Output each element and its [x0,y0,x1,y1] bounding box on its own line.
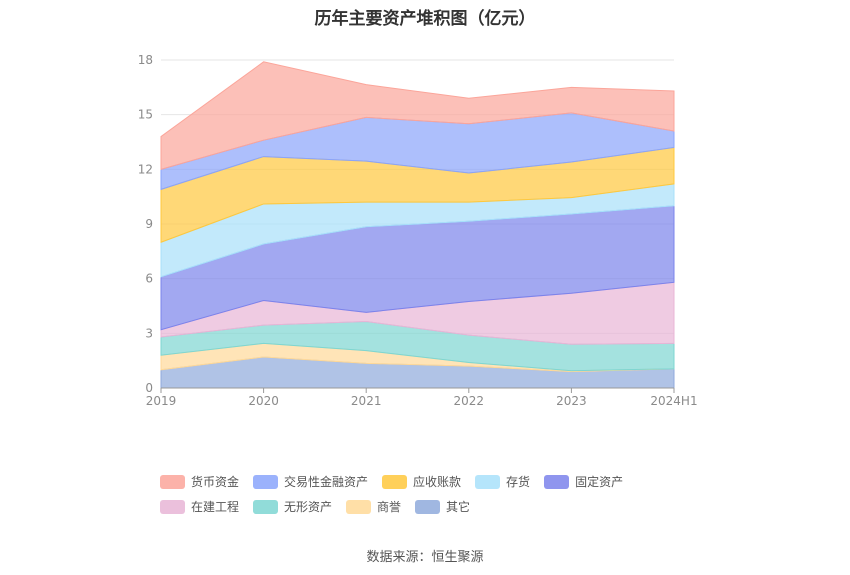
x-tick-label: 2019 [146,394,177,408]
legend-swatch [160,474,185,489]
legend-label: 货币资金 [191,475,240,489]
legend-swatch [382,474,408,489]
y-tick-label: 6 [145,272,153,286]
axes: 0 3 6 9 12 15 18 2019 2020 2021 2022 2023 2024H1 [138,53,698,408]
y-tick-label: 3 [145,326,153,340]
y-tick-label: 15 [138,108,153,122]
legend-label: 存货 [506,475,531,489]
legend-item[interactable]: 无形资产 [253,498,332,515]
legend-swatch [415,499,441,514]
legend-item[interactable]: 其它 [415,498,470,515]
x-tick-label: 2024H1 [650,394,697,408]
legend-swatch [544,474,570,489]
legend-item[interactable]: 货币资金 [160,473,239,490]
legend-item[interactable]: 固定资产 [544,473,623,490]
area-series [160,61,675,389]
legend-item[interactable]: 应收账款 [382,473,461,490]
legend-label: 交易性金融资产 [284,475,369,489]
legend-label: 应收账款 [413,475,462,489]
legend-item[interactable]: 在建工程 [160,498,239,515]
x-tick-label: 2023 [556,394,587,408]
data-source-note: 数据来源：恒生聚源 [366,550,484,565]
legend-swatch [475,474,501,489]
legend-swatch [346,499,372,514]
y-tick-label: 0 [145,381,153,395]
x-tick-label: 2021 [351,394,382,408]
legend-label: 固定资产 [575,475,624,489]
legend-label: 无形资产 [284,500,333,514]
legend-label: 商誉 [377,500,402,514]
legend-item[interactable]: 商誉 [346,498,401,515]
legend: 货币资金 交易性金融资产 应收账款 存货 固定资产在建工程 无形资产 商誉 其它 [160,473,720,523]
legend-swatch [253,499,279,514]
legend-item[interactable]: 存货 [475,473,530,490]
y-tick-label: 9 [145,217,153,231]
y-tick-label: 12 [138,162,153,176]
legend-label: 在建工程 [191,500,240,514]
x-tick-label: 2020 [248,394,279,408]
legend-swatch [253,474,279,489]
x-tick-label: 2022 [454,394,485,408]
legend-swatch [160,499,185,514]
legend-label: 其它 [446,500,471,514]
legend-item[interactable]: 交易性金融资产 [253,473,368,490]
y-tick-label: 18 [138,53,153,67]
chart-title: 历年主要资产堆积图（亿元） [314,9,536,29]
area-series-8 [160,61,675,170]
